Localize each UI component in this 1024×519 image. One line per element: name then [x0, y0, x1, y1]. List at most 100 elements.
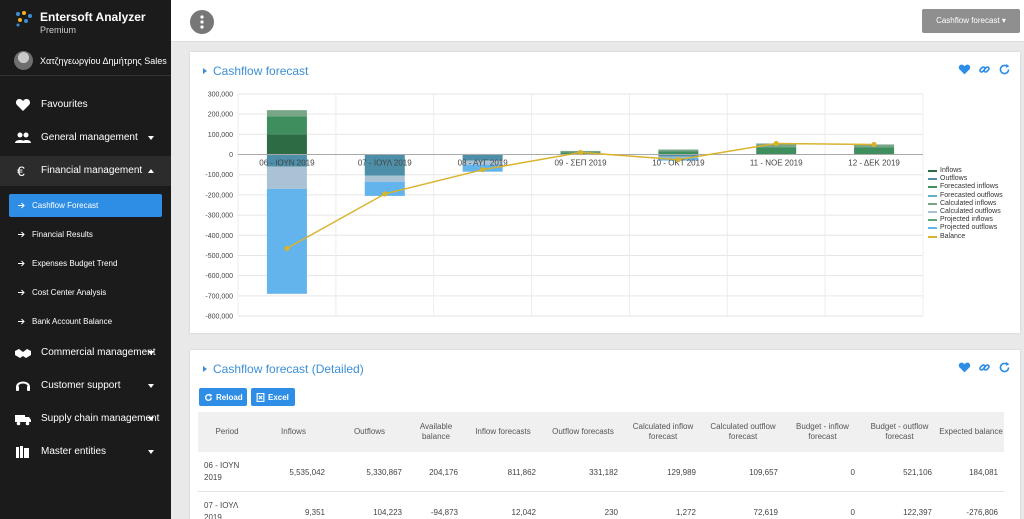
arrow-right-icon: [18, 202, 25, 209]
legend-label: Balance: [940, 232, 966, 240]
x-category-label: 11 - ΝΟΕ 2019: [750, 159, 803, 168]
legend-swatch: [928, 170, 937, 172]
legend-swatch: [928, 178, 937, 181]
arrow-right-icon: [18, 318, 25, 325]
y-tick-label: -200,000: [205, 192, 233, 199]
table-row[interactable]: 06 - ΙΟΥΝ 2019 5,535,042 5,330,867 204,176 8…: [198, 452, 1004, 492]
legend-item[interactable]: Calculated inflows: [928, 200, 1018, 208]
value-cell: 9,351: [304, 507, 325, 517]
logo-icon: [16, 11, 32, 27]
heart-icon[interactable]: [958, 63, 971, 76]
column-header[interactable]: Outflows: [353, 427, 386, 436]
link-icon[interactable]: [978, 63, 991, 76]
sidebar-item-commercial-management[interactable]: Commercial management: [0, 338, 171, 368]
sidebar-item-master-entities[interactable]: Master entities: [0, 437, 171, 467]
excel-button[interactable]: Excel: [251, 388, 295, 406]
more-menu-button[interactable]: [190, 10, 214, 34]
sidebar-item-label: Commercial management: [41, 347, 156, 358]
panel-actions: [940, 63, 1010, 77]
sidebar-subitem-label: Cost Center Analysis: [32, 288, 107, 297]
sidebar-subitem-financial-results[interactable]: Financial Results: [9, 223, 162, 246]
column-header[interactable]: Calculated inflow forecast: [632, 422, 694, 441]
value-cell: 12,042: [511, 507, 536, 517]
value-cell: 1,272: [675, 507, 696, 517]
bar-inflows: [266, 134, 307, 155]
caret-down-icon: [148, 417, 154, 421]
headset-icon: [16, 381, 30, 391]
link-icon[interactable]: [978, 361, 991, 374]
legend-item[interactable]: Forecasted inflows: [928, 183, 1018, 191]
excel-label: Excel: [268, 393, 289, 402]
legend-item[interactable]: Calculated outflows: [928, 208, 1018, 216]
user-name: Χατζηγεωργίου Δημήτρης Sales: [40, 56, 167, 66]
column-header[interactable]: Available balance: [419, 422, 453, 441]
sidebar-subitem-cashflow-forecast[interactable]: Cashflow Forecast: [9, 194, 162, 217]
heart-icon[interactable]: [958, 361, 971, 374]
user-profile[interactable]: Χατζηγεωργίου Δημήτρης Sales: [0, 46, 171, 76]
legend-item[interactable]: Inflows: [928, 167, 1018, 175]
chart-legend: Inflows Outflows Forecasted inflows Forecas…: [928, 167, 1018, 241]
arrow-right-icon: [18, 289, 25, 296]
period-cell: 06 - ΙΟΥΝ 2019: [204, 461, 240, 482]
balance-point: [773, 140, 779, 147]
column-header[interactable]: Expected balance: [939, 427, 1003, 436]
bar-outflows: [658, 154, 699, 157]
legend-item[interactable]: Outflows: [928, 175, 1018, 183]
x-category-label: 06 - ΙΟΥΝ 2019: [259, 159, 315, 168]
bar-calculated-outflows: [462, 160, 503, 165]
sidebar-subitem-bank-account-balance[interactable]: Bank Account Balance: [9, 310, 162, 333]
sidebar-item-label: Customer support: [41, 380, 121, 391]
bar-forecasted-inflows: [854, 147, 895, 155]
legend-item[interactable]: Forecasted outflows: [928, 192, 1018, 200]
cashflow-detailed-panel: Cashflow forecast (Detailed) Reload Exce…: [190, 350, 1020, 519]
legend-item[interactable]: Balance: [928, 233, 1018, 241]
column-header[interactable]: Calculated outflow forecast: [710, 422, 776, 441]
reload-button[interactable]: Reload: [199, 388, 247, 406]
x-category-label: 12 - ΔΕΚ 2019: [848, 159, 900, 168]
arrow-right-icon: [18, 260, 25, 267]
collapse-triangle-icon[interactable]: [202, 365, 208, 373]
sidebar-item-label: Financial management: [41, 165, 143, 176]
column-header[interactable]: Budget - outflow forecast: [870, 422, 929, 441]
legend-item[interactable]: Projected outflows: [928, 224, 1018, 232]
value-cell: 204,176: [429, 467, 458, 477]
sidebar-item-favourites[interactable]: Favourites: [0, 90, 171, 120]
cashflow-forecast-dropdown[interactable]: Cashflow forecast ▾: [922, 9, 1020, 33]
topbar: Cashflow forecast ▾: [171, 0, 1024, 42]
sidebar-subitem-cost-center-analysis[interactable]: Cost Center Analysis: [9, 281, 162, 304]
legend-swatch: [928, 235, 937, 238]
sidebar-subitem-expenses-budget-trend[interactable]: Expenses Budget Trend: [9, 252, 162, 275]
caret-down-icon: [148, 136, 154, 140]
sidebar-item-financial-management[interactable]: € Financial management: [0, 156, 171, 186]
legend-item[interactable]: Projected inflows: [928, 216, 1018, 224]
legend-swatch: [928, 186, 937, 189]
x-category-label: 07 - ΙΟΥΛ 2019: [358, 159, 412, 168]
value-cell: 104,223: [373, 507, 402, 517]
refresh-icon[interactable]: [998, 63, 1011, 76]
legend-label: Calculated outflows: [940, 207, 1001, 215]
caret-down-icon: [148, 384, 154, 388]
collapse-triangle-icon[interactable]: [202, 67, 208, 75]
euro-icon: €: [17, 163, 25, 179]
app-title: Entersoft Analyzer: [40, 10, 146, 24]
refresh-icon[interactable]: [998, 361, 1011, 374]
y-tick-label: -100,000: [205, 172, 233, 179]
column-header[interactable]: Inflow forecasts: [475, 427, 531, 436]
column-header[interactable]: Period: [215, 427, 239, 436]
y-tick-label: -600,000: [205, 273, 233, 280]
y-tick-label: 0: [229, 152, 233, 159]
svg-text:€: €: [17, 163, 25, 179]
bar-forecasted-inflows: [658, 151, 699, 155]
column-header[interactable]: Budget - inflow forecast: [796, 422, 849, 441]
sidebar-item-customer-support[interactable]: Customer support: [0, 371, 171, 401]
sidebar-item-label: Master entities: [41, 446, 107, 457]
bar-calculated-inflows: [658, 149, 699, 152]
sidebar-item-general-management[interactable]: General management: [0, 123, 171, 153]
table-row[interactable]: 07 - ΙΟΥΛ 2019 9,351 104,223 -94,873 12,042 2…: [198, 492, 1004, 519]
column-header[interactable]: Inflows: [281, 427, 306, 436]
column-header[interactable]: Outflow forecasts: [552, 427, 614, 436]
sidebar-item-supply-chain-management[interactable]: Supply chain management: [0, 404, 171, 434]
sidebar-subitem-label: Expenses Budget Trend: [32, 259, 118, 268]
period-cell: 07 - ΙΟΥΛ 2019: [204, 501, 238, 519]
y-tick-label: 100,000: [208, 132, 233, 139]
